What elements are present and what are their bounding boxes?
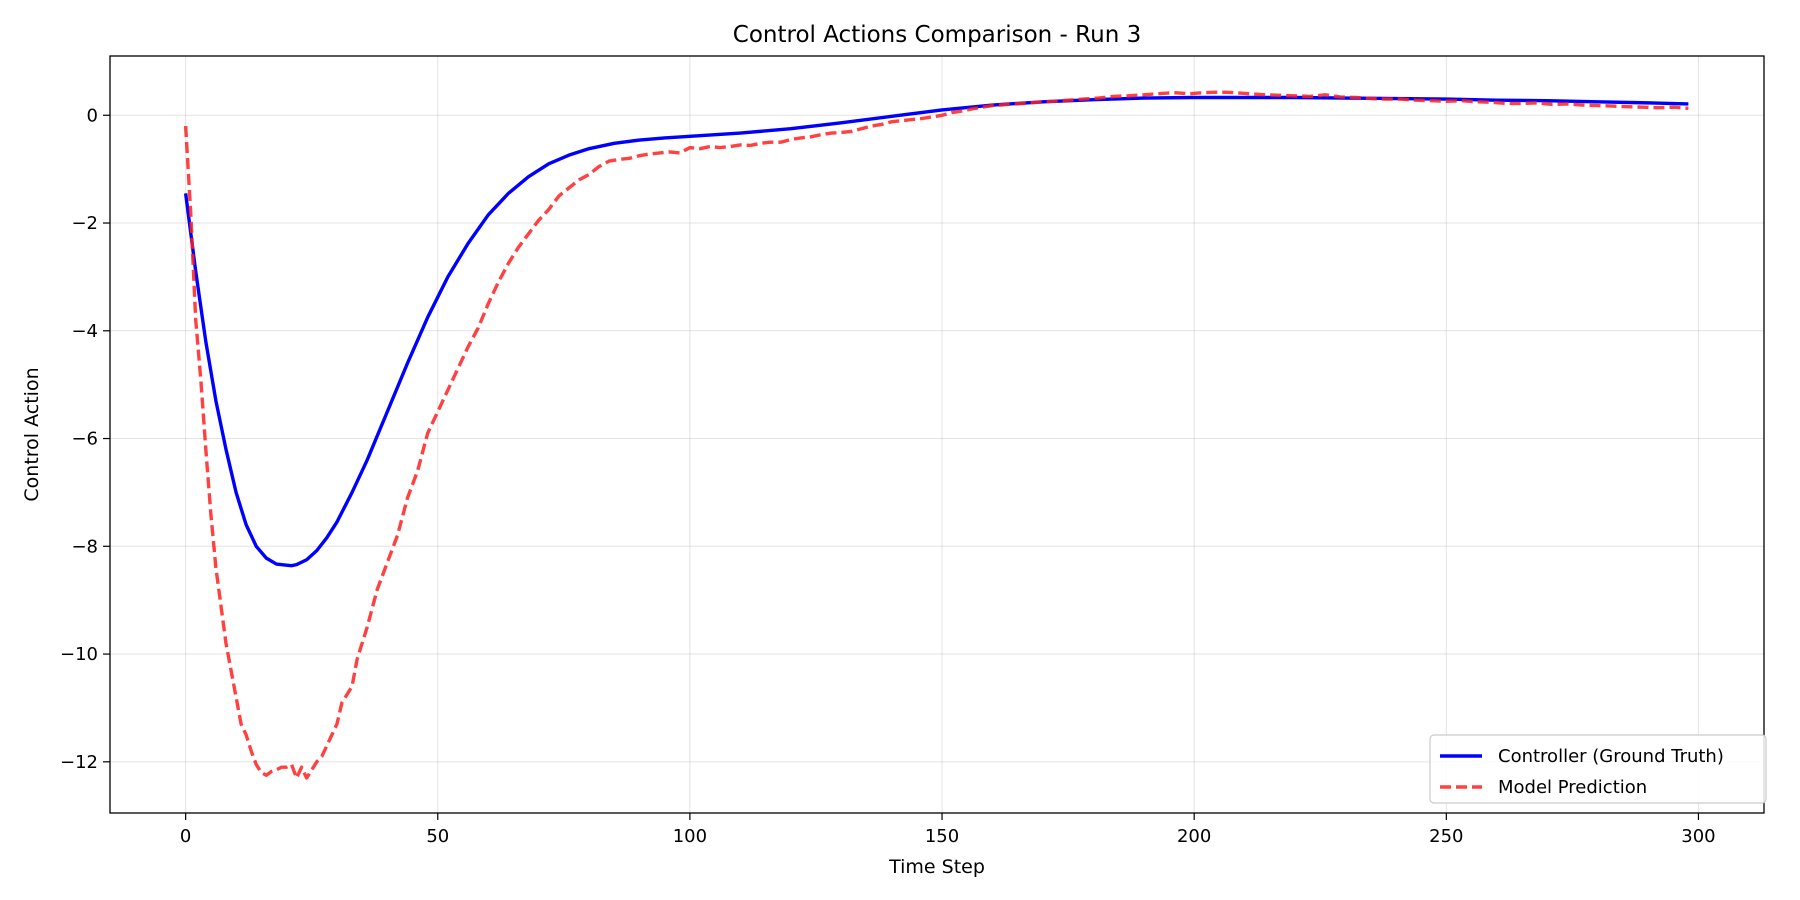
y-tick-label: −8	[71, 536, 98, 557]
x-tick-label: 50	[426, 826, 449, 847]
legend-label-controller: Controller (Ground Truth)	[1498, 746, 1724, 767]
x-tick-label: 200	[1177, 826, 1211, 847]
legend-box	[1429, 734, 1767, 804]
legend: Controller (Ground Truth) Model Predicti…	[1429, 734, 1767, 804]
y-tick-label: −10	[60, 644, 98, 665]
y-tick-label: 0	[87, 105, 98, 126]
x-tick-label: 300	[1681, 826, 1715, 847]
y-tick-label: −4	[71, 321, 98, 342]
y-axis-title: Control Action	[21, 367, 43, 501]
y-tick-label: −6	[71, 429, 98, 450]
series-line-controller	[183, 95, 1689, 568]
x-tick-label: 250	[1429, 826, 1463, 847]
grid	[110, 56, 1764, 813]
chart-title: Control Actions Comparison - Run 3	[733, 22, 1141, 48]
y-tick-label: −12	[60, 752, 98, 773]
x-axis-title: Time Step	[888, 856, 985, 878]
x-tick-label: 0	[180, 826, 191, 847]
x-tick-label: 150	[925, 826, 959, 847]
x-tick-label: 100	[673, 826, 707, 847]
series-layer	[183, 90, 1689, 780]
series-line-model-prediction	[183, 90, 1689, 780]
y-tick-label: −2	[71, 213, 98, 234]
ticks: 0 50 100 150 200 250 300 0 −2 −4 −6 −8 −10 −12	[60, 105, 1716, 847]
legend-label-model-prediction: Model Prediction	[1498, 777, 1647, 798]
plot-frame	[109, 55, 1765, 814]
